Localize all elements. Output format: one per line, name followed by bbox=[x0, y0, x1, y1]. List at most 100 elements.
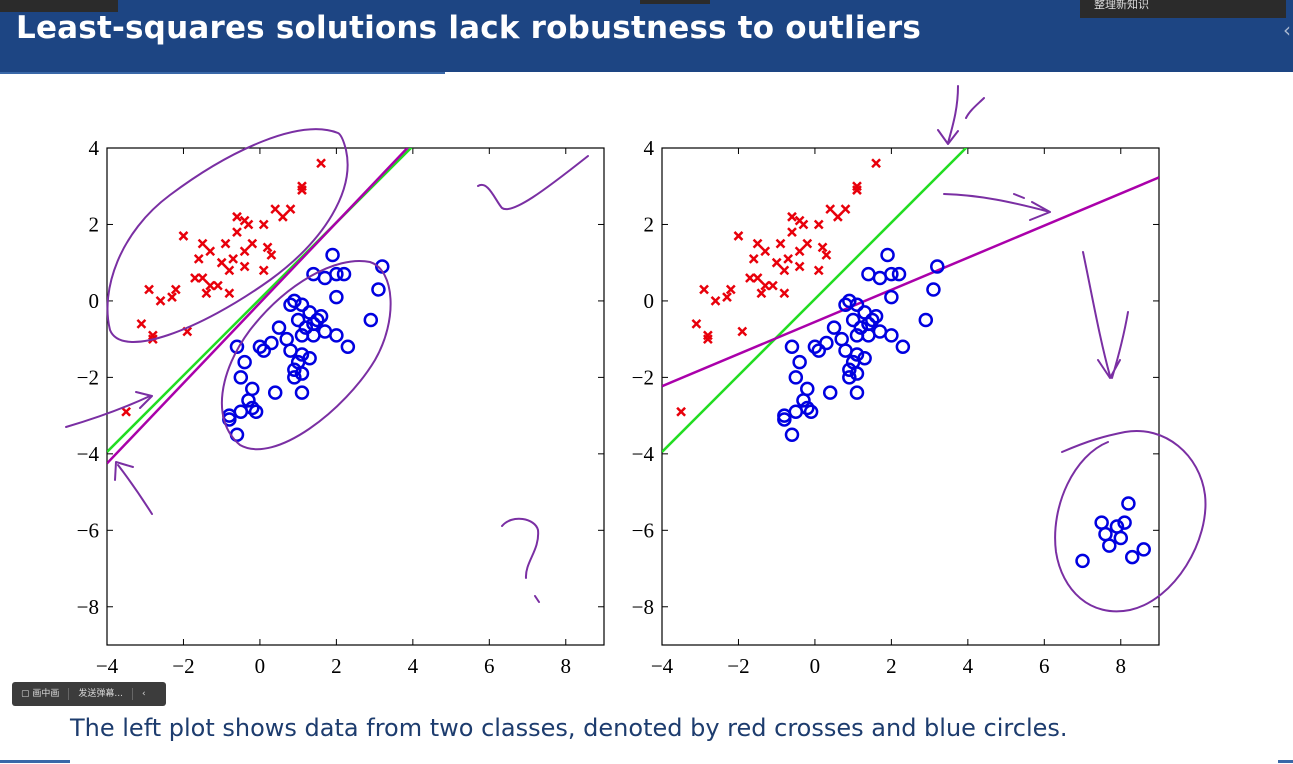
ink-annotations bbox=[65, 85, 1207, 613]
red-cross-point bbox=[243, 219, 254, 230]
blue-circle-point bbox=[340, 339, 356, 355]
red-cross-point bbox=[775, 238, 786, 249]
y-tick-label: 0 bbox=[644, 289, 655, 313]
blue-circle-point bbox=[861, 328, 876, 343]
blue-circle-point bbox=[800, 381, 815, 397]
red-cross-point bbox=[779, 265, 790, 276]
blue-circle-point bbox=[336, 266, 352, 282]
blue-circle-point bbox=[842, 293, 857, 309]
red-cross-point bbox=[136, 318, 147, 329]
blue-circle-point bbox=[306, 328, 321, 343]
blue-circle-point bbox=[845, 312, 861, 328]
red-cross-point bbox=[752, 273, 763, 283]
x-tick-label: 4 bbox=[963, 654, 974, 678]
ink-ellipse-red-cluster bbox=[106, 128, 349, 343]
ink-arrow-left-lower bbox=[65, 391, 153, 428]
decision-boundary-purple bbox=[107, 148, 410, 465]
ink-arrow-to-purple-line bbox=[943, 193, 1051, 221]
blue-circle-point bbox=[233, 404, 249, 420]
red-cross-point bbox=[285, 204, 296, 215]
red-cross-point bbox=[737, 326, 748, 337]
ink-question-mark bbox=[501, 517, 540, 603]
red-cross-point bbox=[224, 265, 235, 276]
y-tick-label: 4 bbox=[644, 136, 655, 160]
slide-title: Least-squares solutions lack robustness … bbox=[16, 10, 922, 46]
video-player-bar: ▢ 画中画 发送弹幕... ‹ bbox=[12, 682, 166, 706]
blue-circle-point bbox=[868, 308, 884, 324]
red-cross-point bbox=[144, 284, 154, 295]
blue-circle-point bbox=[237, 354, 252, 370]
blue-circle-point bbox=[880, 247, 895, 263]
picture-in-picture-button[interactable]: ▢ 画中画 bbox=[12, 688, 70, 700]
blue-circle-point bbox=[861, 266, 876, 282]
y-tick-label: −2 bbox=[632, 365, 654, 389]
red-cross-point bbox=[733, 231, 744, 241]
blue-circle-point bbox=[1121, 496, 1136, 511]
red-cross-point bbox=[691, 318, 702, 329]
red-cross-point bbox=[197, 273, 208, 283]
blue-circle-point bbox=[245, 381, 260, 397]
blue-circle-point bbox=[895, 339, 911, 355]
red-cross-point bbox=[205, 246, 216, 257]
blue-circle-point bbox=[849, 385, 865, 400]
decision-boundary-green bbox=[662, 148, 968, 453]
blue-circle-point bbox=[849, 347, 865, 362]
x-tick-label: 6 bbox=[1039, 654, 1050, 678]
blue-circle-point bbox=[842, 370, 857, 385]
blue-circle-point bbox=[298, 320, 314, 335]
y-tick-label: −4 bbox=[77, 442, 100, 466]
red-cross-point bbox=[247, 238, 258, 249]
blue-circle-point bbox=[241, 393, 256, 408]
blue-circle-point bbox=[884, 289, 899, 305]
x-tick-label: −2 bbox=[172, 654, 194, 678]
blue-circle-point bbox=[849, 366, 865, 381]
red-cross-point bbox=[752, 238, 763, 249]
collapse-chevron-icon[interactable]: ‹ bbox=[141, 689, 146, 699]
red-cross-point bbox=[817, 242, 828, 253]
blue-circle-point bbox=[287, 293, 302, 309]
blue-circle-point bbox=[1117, 515, 1132, 530]
red-cross-point bbox=[239, 261, 250, 272]
x-tick-label: 8 bbox=[1116, 654, 1127, 678]
blue-circle-point bbox=[849, 297, 865, 312]
chevron-left-icon[interactable]: ‹ bbox=[1283, 18, 1291, 42]
blue-circle-point bbox=[294, 297, 310, 312]
red-cross-point bbox=[239, 246, 250, 257]
blue-circle-point bbox=[838, 343, 853, 358]
red-cross-point bbox=[825, 204, 836, 215]
bottom-rule-left bbox=[0, 760, 70, 763]
blue-circle-point bbox=[1124, 549, 1140, 565]
red-cross-point bbox=[277, 211, 288, 222]
red-cross-point bbox=[676, 406, 686, 417]
ink-arrow-top bbox=[937, 85, 985, 145]
left-scatter-plot: −4 −2 0 2 4 6 8 −8 −6 −4 −2 0 2 4 bbox=[77, 136, 605, 678]
red-cross-point bbox=[756, 288, 767, 299]
red-cross-point bbox=[832, 211, 843, 222]
ink-arrow-bottom-left bbox=[114, 461, 153, 515]
blue-circle-point bbox=[872, 270, 888, 286]
send-danmaku-input[interactable]: 发送弹幕... bbox=[69, 688, 133, 700]
blue-circle-point bbox=[1094, 515, 1109, 530]
red-cross-point bbox=[224, 288, 235, 299]
x-tick-label: 2 bbox=[331, 654, 342, 678]
red-cross-point bbox=[794, 261, 805, 272]
red-cross-point bbox=[121, 406, 131, 417]
bottom-rule-right bbox=[1278, 760, 1293, 763]
blue-circle-point bbox=[788, 404, 804, 420]
top-left-tab bbox=[0, 0, 118, 12]
plot-area bbox=[662, 148, 1159, 569]
blue-circle-point bbox=[784, 339, 800, 355]
blue-circle-point bbox=[822, 385, 838, 400]
red-cross-point bbox=[840, 204, 851, 215]
x-tick-label: 8 bbox=[561, 654, 572, 678]
blue-circle-point bbox=[317, 324, 333, 339]
red-cross-point bbox=[167, 292, 177, 302]
red-cross-point bbox=[787, 211, 797, 222]
blue-circle-point bbox=[294, 366, 310, 381]
red-cross-point bbox=[205, 280, 216, 291]
blue-circle-point bbox=[229, 339, 245, 355]
top-right-tab[interactable]: 整理新知识 bbox=[1080, 0, 1286, 18]
blue-circle-point bbox=[872, 324, 888, 339]
slide-caption: The left plot shows data from two classe… bbox=[70, 714, 1068, 742]
